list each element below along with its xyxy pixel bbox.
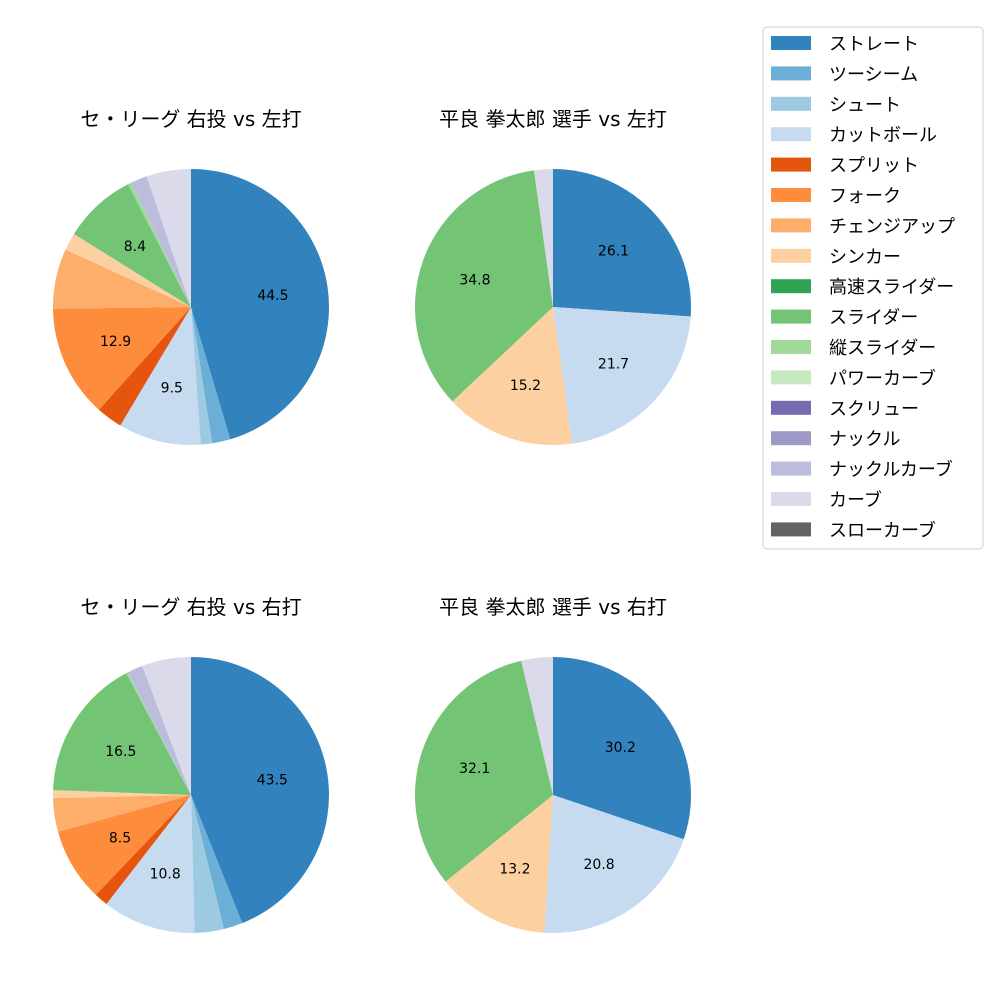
pie-title: 平良 拳太郎 選手 vs 左打 (439, 107, 667, 131)
legend-label: スプリット (829, 156, 919, 177)
pie-slice-カットボール (544, 795, 684, 934)
legend-label: 縦スライダー (829, 338, 936, 359)
pie-slice-フォーク (57, 795, 191, 895)
pie-slice-シンカー (65, 233, 191, 307)
pie-slice-縦スライダー (126, 672, 191, 795)
slice-value-label: 13.2 (499, 862, 530, 878)
legend-label: シンカー (829, 247, 901, 268)
legend-label: ナックルカーブ (829, 459, 953, 481)
legend-swatch (771, 188, 811, 202)
slice-value-label: 8.4 (124, 239, 146, 255)
legend-label: スライダー (829, 308, 918, 329)
pie-slice-シュート (191, 795, 224, 933)
legend-label: カットボール (829, 125, 937, 146)
pie-slice-ストレート (191, 657, 329, 924)
legend-label: パワーカーブ (829, 367, 936, 389)
legend-swatch (771, 218, 811, 233)
legend-swatch (771, 96, 811, 111)
slice-value-label: 10.8 (150, 867, 181, 883)
legend-swatch (771, 461, 811, 476)
legend-swatch (771, 492, 811, 506)
pie-slice-カットボール (553, 307, 691, 444)
pie-slice-チェンジアップ (52, 249, 191, 309)
pie-title: セ・リーグ 右投 vs 右打 (80, 595, 301, 619)
pie-chart-4: 平良 拳太郎 選手 vs 右打 30.2 20.8 13.2 32.1 (414, 595, 692, 934)
legend-swatch (771, 522, 811, 537)
legend-label: チェンジアップ (829, 216, 955, 237)
pie-title: 平良 拳太郎 選手 vs 右打 (439, 595, 667, 619)
pie-slice-スライダー (414, 660, 553, 882)
slice-value-label: 44.5 (257, 288, 288, 304)
pie-slice-カーブ (521, 657, 553, 795)
pie-slice-ツーシーム (191, 795, 243, 930)
pie-slice-ストレート (553, 657, 692, 840)
pie-slice-ストレート (191, 169, 330, 440)
pie-slice-スライダー (53, 673, 191, 795)
legend-label: シュート (829, 95, 901, 116)
pie-slice-ナックルカーブ (131, 176, 191, 307)
pie-slice-ストレート (553, 169, 691, 317)
pie-slice-フォーク (53, 307, 192, 410)
legend-swatch (771, 279, 811, 294)
slice-value-label: 34.8 (459, 272, 490, 288)
legend-swatch (771, 309, 811, 324)
slice-value-label: 16.5 (105, 744, 136, 760)
slice-value-label: 32.1 (459, 761, 490, 777)
slice-value-label: 43.5 (257, 772, 288, 788)
slice-value-label: 15.2 (510, 378, 541, 394)
pie-chart-3: セ・リーグ 右投 vs 右打 43.5 10.8 8.5 16.5 (52, 595, 329, 934)
legend-label: フォーク (829, 186, 901, 207)
pie-slice-スライダー (414, 170, 553, 402)
pie-slice-シュート (191, 307, 213, 445)
slice-value-label: 9.5 (161, 381, 183, 397)
legend-label: ナックル (829, 429, 900, 450)
pie-chart-1: セ・リーグ 右投 vs 左打 44.5 9.5 12.9 8.4 (52, 107, 330, 446)
legend-swatch (771, 127, 811, 142)
slice-value-label: 30.2 (605, 740, 636, 756)
legend-swatch (771, 66, 811, 81)
legend-label: ツーシーム (829, 64, 918, 85)
slice-value-label: 20.8 (584, 857, 615, 873)
pie-slice-シンカー (445, 795, 553, 933)
legend-label: スクリュー (829, 399, 919, 420)
legend-swatch (771, 340, 811, 354)
legend-swatch (771, 370, 811, 385)
pie-title: セ・リーグ 右投 vs 左打 (80, 107, 301, 131)
pie-chart-2: 平良 拳太郎 選手 vs 左打 26.1 21.7 15.2 34.8 (414, 107, 691, 445)
pie-slice-スライダー (73, 184, 191, 307)
slice-value-label: 21.7 (598, 357, 629, 373)
pie-slice-ツーシーム (191, 307, 231, 444)
legend-label: カーブ (829, 489, 882, 511)
legend-swatch (771, 248, 811, 263)
pie-slice-スプリット (98, 307, 191, 426)
slice-value-label: 8.5 (109, 831, 131, 847)
pie-slice-シンカー (452, 307, 573, 445)
slice-value-label: 26.1 (598, 244, 629, 260)
pie-slice-シンカー (52, 790, 192, 799)
legend-swatch (771, 157, 811, 172)
pie-slice-カーブ (142, 657, 191, 795)
legend-label: スローカーブ (829, 519, 936, 541)
slice-value-label: 12.9 (100, 334, 131, 350)
pie-slice-縦スライダー (127, 182, 191, 307)
legend-label: ストレート (829, 34, 919, 55)
pie-slice-チェンジアップ (53, 795, 191, 832)
legend: ストレートツーシームシュートカットボールスプリットフォークチェンジアップシンカー… (762, 26, 984, 550)
pie-slice-ナックルカーブ (127, 665, 191, 795)
pie-slice-カットボール (120, 307, 201, 446)
legend-swatch (771, 400, 811, 415)
legend-label: 高速スライダー (829, 277, 954, 298)
legend-swatch (771, 36, 811, 50)
pie-slice-カーブ (533, 169, 553, 307)
pie-slice-カーブ (146, 169, 191, 307)
pie-slice-スプリット (95, 795, 191, 905)
legend-swatch (771, 431, 811, 446)
legend-frame (762, 26, 984, 550)
pie-slice-カットボール (106, 795, 195, 934)
